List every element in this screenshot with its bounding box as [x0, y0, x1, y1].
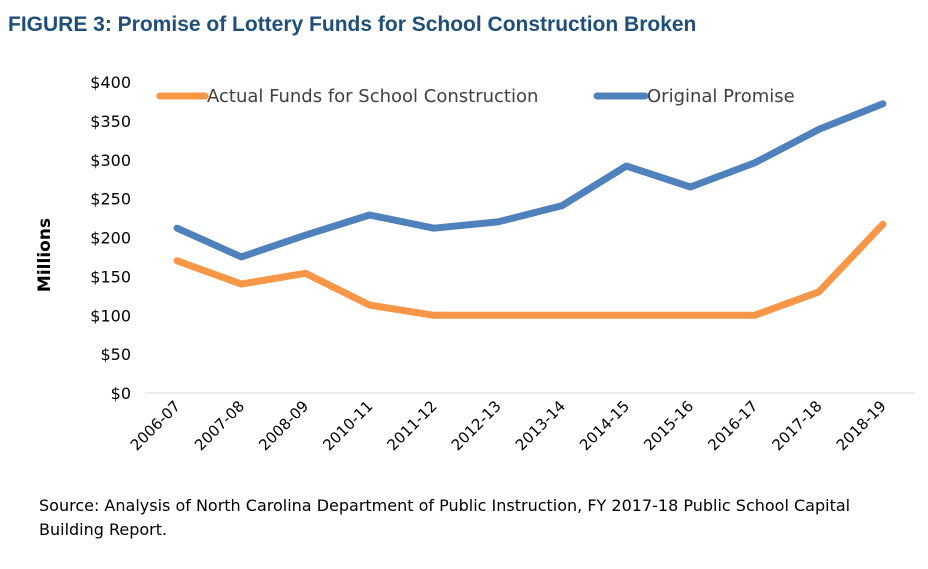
y-tick-label: $200	[90, 229, 131, 248]
x-tick-label: 2014-15	[576, 397, 633, 454]
legend-label: Original Promise	[647, 86, 795, 107]
x-tick-label: 2006-07	[127, 397, 184, 454]
x-tick-label: 2017-18	[769, 397, 826, 454]
series-line-original-promise	[173, 100, 887, 261]
y-tick-label: $150	[90, 267, 131, 286]
x-tick-label: 2013-14	[512, 397, 569, 454]
x-tick-label: 2010-11	[319, 397, 376, 454]
y-tick-label: $350	[90, 112, 131, 131]
x-tick-label: 2018-19	[833, 397, 890, 454]
y-axis-label: Millions	[35, 218, 55, 292]
x-tick-label: 2008-09	[255, 397, 312, 454]
source-note: Source: Analysis of North Carolina Depar…	[39, 496, 851, 539]
y-axis-ticks: $0 $50 $100 $150 $200 $250 $300 $350 $400	[90, 73, 131, 403]
y-tick-label: $0	[111, 384, 131, 403]
x-tick-label: 2007-08	[191, 397, 248, 454]
legend: Actual Funds for School Construction Orig…	[156, 86, 795, 107]
x-tick-label: 2011-12	[384, 397, 441, 454]
y-tick-label: $300	[90, 151, 131, 170]
x-tick-label: 2016-17	[704, 397, 761, 454]
line-chart: $0 $50 $100 $150 $200 $250 $300 $350 $400 2006-0…	[35, 73, 915, 454]
y-tick-label: $250	[90, 190, 131, 209]
x-axis-ticks: 2006-07 2007-08 2008-09 2010-11 2011-12 2012-…	[127, 397, 890, 454]
figure-title: FIGURE 3: Promise of Lottery Funds for S…	[8, 13, 697, 36]
y-tick-label: $50	[100, 345, 131, 364]
legend-label: Actual Funds for School Construction	[207, 86, 538, 107]
x-tick-label: 2015-16	[640, 397, 697, 454]
series-line-actual-funds	[173, 220, 887, 319]
y-tick-label: $400	[90, 73, 131, 92]
x-tick-label: 2012-13	[448, 397, 505, 454]
y-tick-label: $100	[90, 306, 131, 325]
series-lines	[173, 100, 887, 319]
